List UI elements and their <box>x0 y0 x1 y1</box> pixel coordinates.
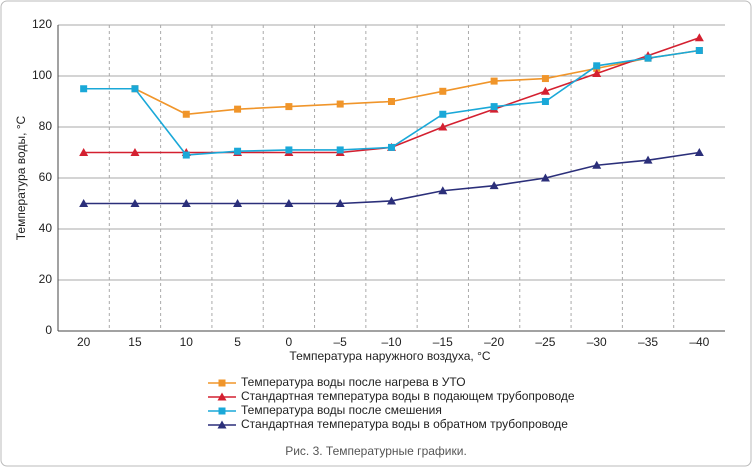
data-point <box>438 122 448 131</box>
data-point <box>439 110 447 118</box>
caption: Рис. 3. Температурные графики. <box>285 444 467 458</box>
y-tick-label: 20 <box>39 272 53 286</box>
x-tick-label: –40 <box>689 335 709 349</box>
data-point <box>182 110 190 118</box>
data-point <box>695 47 703 54</box>
data-point <box>388 98 395 105</box>
data-point <box>593 62 601 70</box>
data-point <box>541 98 549 105</box>
x-tick-label: 15 <box>128 335 142 349</box>
y-tick-label: 40 <box>39 221 53 235</box>
x-tick-label: –15 <box>433 335 453 349</box>
x-axis-label: Температура наружного воздуха, °С <box>289 349 490 363</box>
x-tick-label: –10 <box>381 335 401 349</box>
data-point <box>79 199 89 207</box>
data-point <box>388 143 395 151</box>
data-point <box>592 160 602 169</box>
data-point <box>387 196 396 205</box>
data-point <box>182 151 190 159</box>
x-tick-label: 0 <box>286 335 293 349</box>
data-point <box>541 75 549 83</box>
legend-marker <box>217 420 227 429</box>
x-tick-label: –30 <box>587 335 607 349</box>
x-tick-label: 5 <box>234 335 241 349</box>
series-line <box>134 49 700 116</box>
y-tick-label: 120 <box>32 17 52 31</box>
y-tick-label: 60 <box>39 170 53 184</box>
legend-marker <box>218 379 226 387</box>
data-point <box>233 199 243 207</box>
data-point <box>644 54 652 62</box>
legend-marker <box>217 392 227 401</box>
x-tick-label: –25 <box>535 335 555 349</box>
y-tick-label: 80 <box>39 119 53 133</box>
data-point <box>80 85 88 93</box>
x-tick-label: 10 <box>180 335 194 349</box>
data-point <box>335 199 345 207</box>
data-point <box>336 100 344 108</box>
data-point <box>540 173 550 182</box>
data-point <box>643 155 653 164</box>
data-point <box>490 77 498 85</box>
x-tick-label: 20 <box>77 335 91 349</box>
data-point <box>489 181 499 190</box>
legend-label: Стандартная температура воды в подающем … <box>241 389 575 403</box>
data-point <box>285 146 293 154</box>
x-tick-label: –20 <box>484 335 504 349</box>
data-point <box>79 148 89 156</box>
legend-label: Стандартная температура воды в обратном … <box>241 417 568 431</box>
data-point <box>490 103 498 111</box>
data-point <box>694 148 704 156</box>
x-tick-label: –35 <box>638 335 658 349</box>
data-point <box>131 85 139 93</box>
legend-label: Температура воды после смешения <box>241 403 442 417</box>
data-point <box>234 105 242 113</box>
y-tick-label: 0 <box>45 323 52 337</box>
data-point <box>540 86 550 95</box>
data-point <box>285 103 293 111</box>
data-point <box>130 199 140 207</box>
data-point <box>234 147 242 155</box>
data-point <box>694 33 704 42</box>
legend-marker <box>218 407 226 415</box>
y-tick-label: 100 <box>32 68 52 82</box>
data-point <box>181 199 191 207</box>
data-point <box>130 148 140 156</box>
data-point <box>592 68 602 77</box>
data-point <box>438 186 448 195</box>
data-point <box>336 146 344 154</box>
y-axis-label: Температура воды, °С <box>14 115 28 240</box>
x-tick-label: –5 <box>334 335 348 349</box>
data-point <box>284 199 294 207</box>
data-point <box>439 87 447 95</box>
legend-label: Температура воды после нагрева в УТО <box>241 375 466 389</box>
